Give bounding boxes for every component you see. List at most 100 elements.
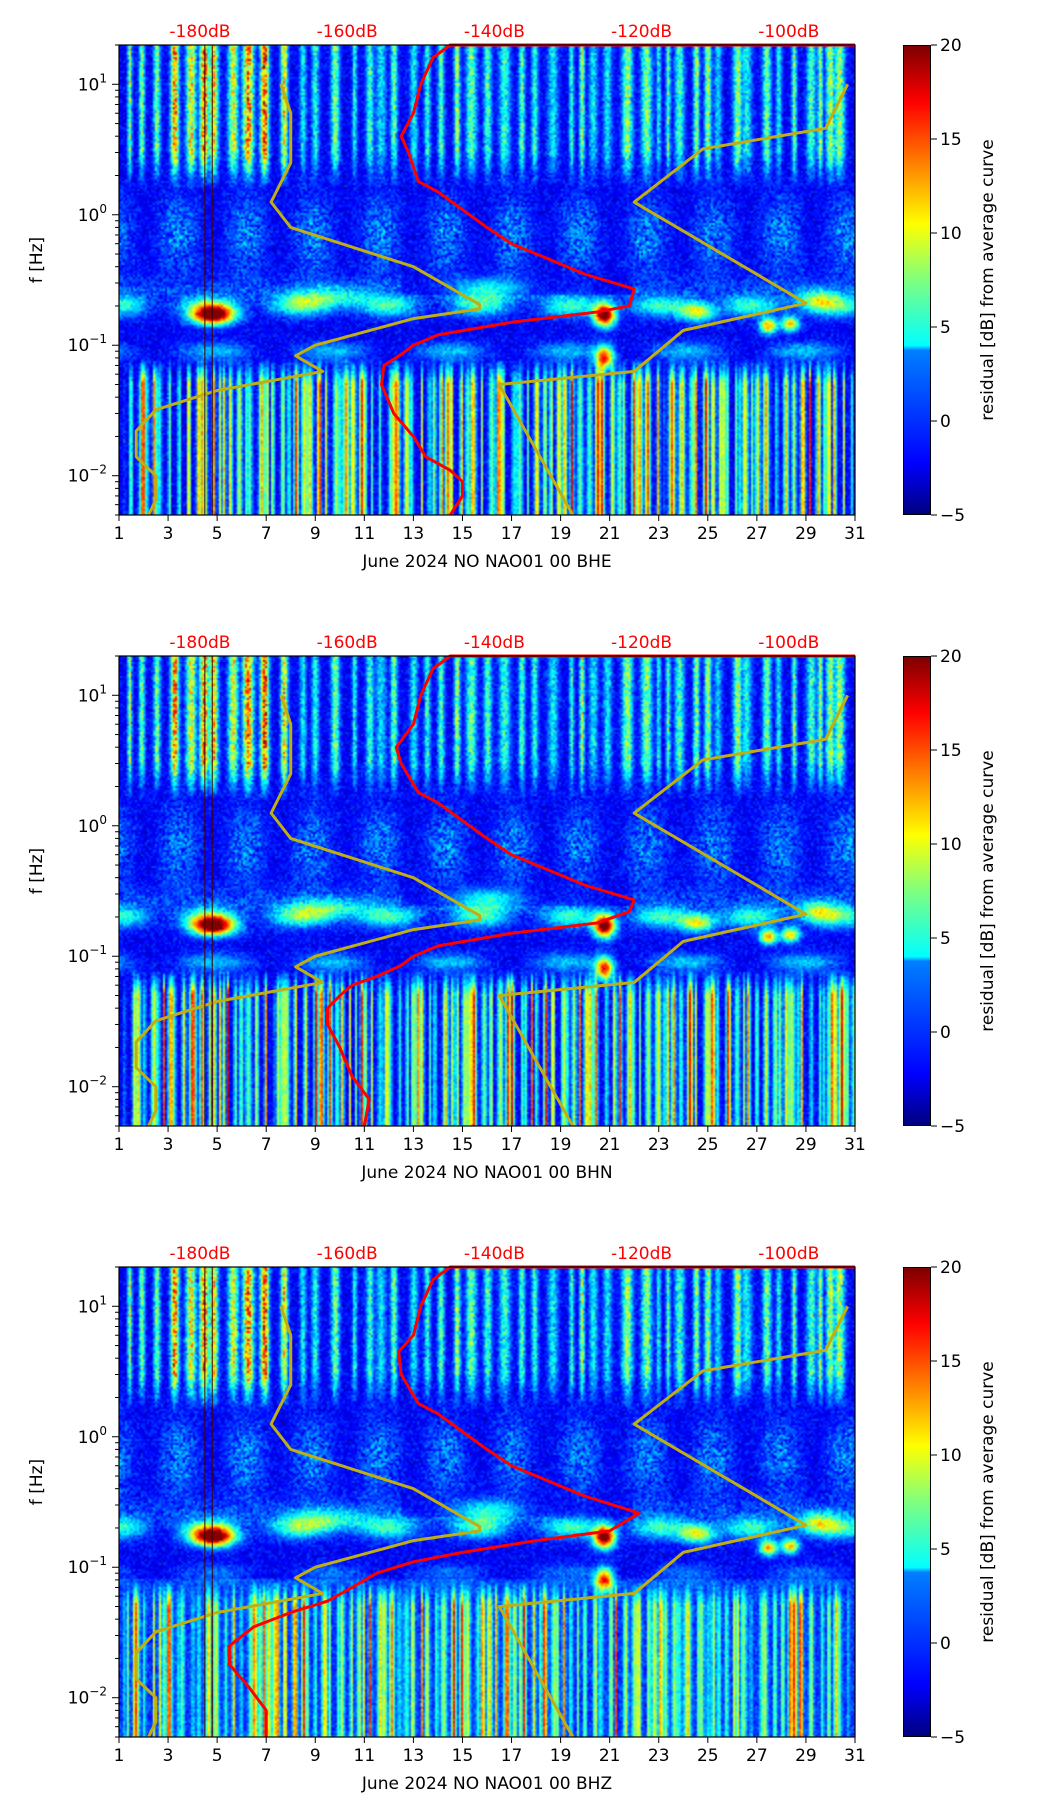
noise-model-line-nhnm: [497, 83, 849, 516]
y-tick-exponent: 1: [99, 1293, 107, 1307]
x-tick-label: 1: [114, 1135, 125, 1155]
colorbar: [903, 45, 931, 515]
y-tick-base: 10: [68, 1078, 90, 1098]
x-tick-label: 7: [261, 1746, 272, 1766]
x-tick-label: 31: [844, 1746, 866, 1766]
y-tick-label: 100: [78, 813, 107, 837]
y-tick-base: 10: [68, 1558, 90, 1578]
top-db-label: -160dB: [317, 633, 378, 653]
x-tick-label: 29: [795, 524, 817, 544]
spectrogram-panel-bhe: 1 3 5 7 9 11 13 15 17 19 21 23 25 27 29 31 101 100 10−1 10−…: [0, 0, 1052, 611]
y-tick-exponent: 1: [99, 682, 107, 696]
x-tick-label: 23: [648, 1135, 670, 1155]
x-tick-label: 23: [648, 524, 670, 544]
top-db-label: -120dB: [611, 22, 672, 42]
y-tick-base: 10: [78, 1297, 100, 1317]
x-tick-label: 17: [501, 524, 523, 544]
x-tick-label: 21: [599, 1135, 621, 1155]
y-tick-exponent: −1: [89, 332, 107, 346]
y-tick-exponent: −2: [89, 1074, 107, 1088]
x-tick-label: 17: [501, 1746, 523, 1766]
y-tick-label: 100: [78, 202, 107, 226]
x-tick-label: 9: [310, 524, 321, 544]
top-db-label: -120dB: [611, 1244, 672, 1264]
colorbar-tick-label: 20: [940, 647, 962, 667]
plot-frame: [118, 44, 856, 516]
x-tick-label: 23: [648, 1746, 670, 1766]
top-db-label: -120dB: [611, 633, 672, 653]
x-tick-label: 11: [354, 1135, 376, 1155]
x-tick-label: 13: [403, 524, 425, 544]
x-tick-label: 27: [746, 1746, 768, 1766]
colorbar-tick-label: 5: [940, 318, 951, 338]
x-tick-label: 1: [114, 524, 125, 544]
y-tick-label: 101: [78, 1293, 107, 1317]
colorbar-tick-label: 10: [940, 835, 962, 855]
axes-overlay: 1 3 5 7 9 11 13 15 17 19 21 23 25 27 29 3110110010−110−…: [27, 22, 998, 572]
x-tick-label: 31: [844, 1135, 866, 1155]
x-tick-label: 15: [452, 524, 474, 544]
colorbar-tick-label: 5: [940, 1540, 951, 1560]
y-tick-base: 10: [78, 75, 100, 95]
x-tick-label: 11: [354, 524, 376, 544]
colorbar-tick-label: −5: [940, 506, 965, 526]
x-tick-label: 25: [697, 1746, 719, 1766]
y-tick-base: 10: [68, 336, 90, 356]
x-tick-label: 17: [501, 1135, 523, 1155]
y-tick-base: 10: [68, 467, 90, 487]
axes-overlay: 1 3 5 7 9 11 13 15 17 19 21 23 25 27 29 3110110010−110−…: [27, 1244, 998, 1794]
y-tick-exponent: 0: [99, 1424, 107, 1438]
plot-frame: [118, 655, 856, 1127]
x-tick-label: 19: [550, 1135, 572, 1155]
average-curve-line: [227, 1265, 855, 1737]
x-tick-label: 27: [746, 524, 768, 544]
y-tick-base: 10: [78, 206, 100, 226]
spectrogram-heatmap: [119, 656, 855, 1126]
colorbar-tick-label: 15: [940, 130, 962, 150]
y-tick-base: 10: [78, 817, 100, 837]
x-axis-label: June 2024 NO NAO01 00 BHZ: [361, 1774, 612, 1794]
x-tick-label: 19: [550, 524, 572, 544]
x-tick-label: 15: [452, 1746, 474, 1766]
y-tick-label: 101: [78, 71, 107, 95]
y-tick-base: 10: [68, 1689, 90, 1709]
x-tick-label: 27: [746, 1135, 768, 1155]
top-db-label: -180dB: [169, 22, 230, 42]
y-tick-label: 100: [78, 1424, 107, 1448]
colorbar: [903, 1267, 931, 1737]
y-tick-exponent: −1: [89, 943, 107, 957]
top-db-label: -140dB: [464, 633, 525, 653]
colorbar-label: residual [dB] from average curve: [978, 139, 998, 420]
colorbar: [903, 656, 931, 1126]
y-tick-label: 10−2: [68, 1074, 107, 1098]
top-db-label: -180dB: [169, 1244, 230, 1264]
colorbar-tick-label: −5: [940, 1117, 965, 1137]
x-tick-label: 7: [261, 524, 272, 544]
top-db-label: -160dB: [317, 1244, 378, 1264]
spectrogram-panel-bhz: 1 3 5 7 9 11 13 15 17 19 21 23 25 27 29 31 101 100 10−1 10−…: [0, 1222, 1052, 1806]
top-db-label: -180dB: [169, 633, 230, 653]
x-tick-label: 11: [354, 1746, 376, 1766]
x-tick-label: 21: [599, 1746, 621, 1766]
x-tick-label: 29: [795, 1135, 817, 1155]
colorbar-tick-label: 0: [940, 1023, 951, 1043]
average-curve-line: [380, 43, 855, 516]
top-db-label: -100dB: [758, 1244, 819, 1264]
x-tick-label: 3: [163, 1135, 174, 1155]
y-tick-exponent: −2: [89, 463, 107, 477]
colorbar-tick-label: 15: [940, 1352, 962, 1372]
axes-overlay: 1 3 5 7 9 11 13 15 17 19 21 23 25 27 29 3110110010−110−…: [27, 633, 998, 1183]
x-axis-label: June 2024 NO NAO01 00 BHE: [361, 552, 611, 572]
y-tick-exponent: 0: [99, 202, 107, 216]
x-tick-label: 7: [261, 1135, 272, 1155]
x-tick-label: 9: [310, 1746, 321, 1766]
colorbar-tick-label: 10: [940, 1446, 962, 1466]
x-tick-label: 13: [403, 1746, 425, 1766]
y-tick-base: 10: [78, 686, 100, 706]
x-tick-label: 21: [599, 524, 621, 544]
x-tick-label: 3: [163, 524, 174, 544]
top-db-label: -100dB: [758, 22, 819, 42]
top-db-label: -140dB: [464, 1244, 525, 1264]
y-tick-label: 10−1: [68, 943, 107, 967]
colorbar-tick-label: 10: [940, 224, 962, 244]
